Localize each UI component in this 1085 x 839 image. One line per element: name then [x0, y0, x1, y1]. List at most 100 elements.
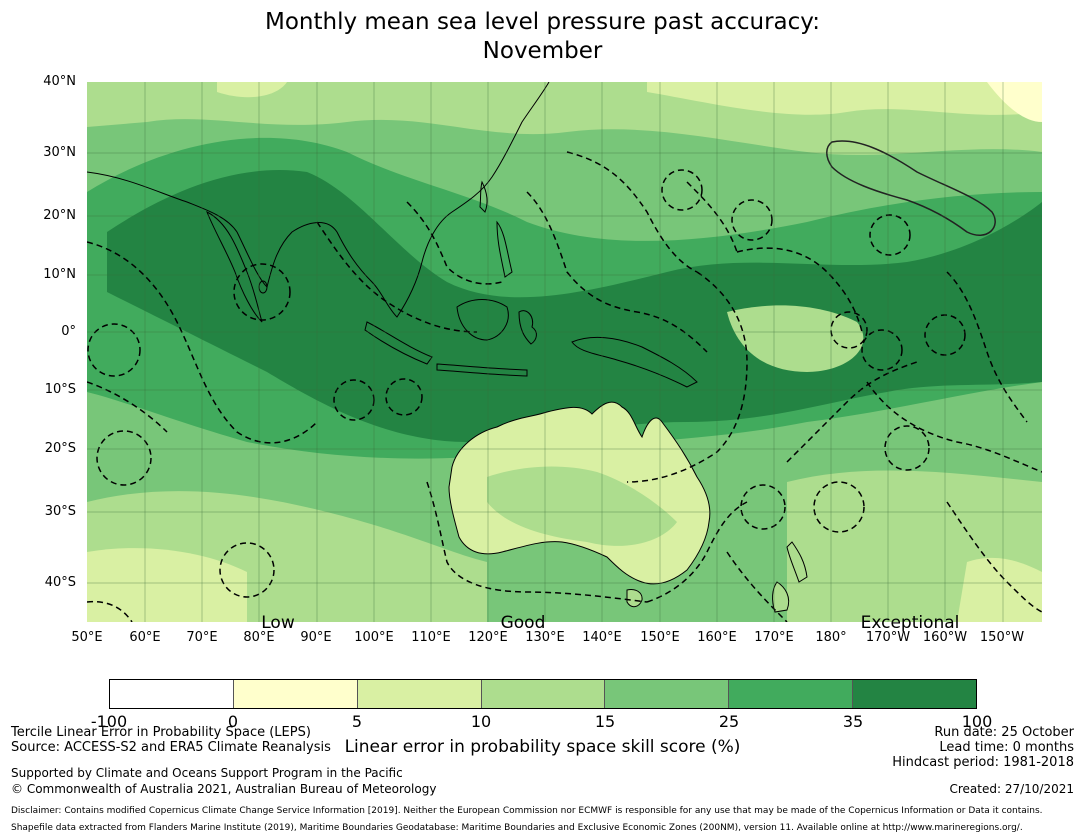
eez-line	[426, 481, 648, 603]
lon-label: 110°E	[411, 630, 451, 645]
sri-lanka	[258, 280, 268, 294]
taiwan	[479, 180, 488, 213]
skill-region-north-pale-2	[217, 82, 287, 98]
eez-circle	[96, 430, 152, 486]
lon-label: 150°W	[979, 630, 1025, 645]
lon-label: 170°E	[754, 630, 794, 645]
hawaii-eez-outline	[826, 140, 996, 236]
lon-label: 170°W	[865, 630, 911, 645]
lat-label-30s: 30°S	[44, 504, 76, 519]
eez-line	[686, 181, 738, 253]
skill-region-south-east-pale	[957, 557, 1042, 622]
eez-circle	[333, 379, 375, 421]
footer-disclaimer: Disclaimer: Contains modified Copernicus…	[11, 806, 1043, 816]
eez-circle	[385, 378, 423, 416]
colorbar-tick: 35	[842, 712, 864, 731]
eez-line	[526, 191, 708, 353]
lon-label: 150°E	[640, 630, 680, 645]
colorbar-tick: 10	[470, 712, 492, 731]
lat-label-30n: 30°N	[43, 145, 76, 160]
colorbar-tick: -100	[90, 712, 128, 731]
philippines	[496, 220, 513, 278]
eez-circle	[830, 311, 868, 349]
colorbar-tick: 100	[961, 712, 993, 731]
footer-hindcast: Hindcast period: 1981-2018	[892, 755, 1074, 770]
eez-line	[726, 551, 788, 622]
lon-label: 100°E	[354, 630, 394, 645]
asia-coastline	[87, 82, 550, 318]
lat-label-20n: 20°N	[43, 208, 76, 223]
lat-label-10n: 10°N	[43, 267, 76, 282]
skill-region-south-pale	[87, 548, 247, 622]
australia-interior	[487, 466, 677, 546]
eez-line	[626, 271, 748, 483]
category-exceptional: Exceptional	[860, 613, 960, 633]
new-guinea	[571, 337, 698, 388]
footer-copyright: © Commonwealth of Australia 2021, Austra…	[11, 782, 437, 796]
colorbar-tick: 25	[718, 712, 740, 731]
eez-circle	[661, 169, 703, 211]
eez-line	[316, 221, 478, 333]
lon-label: 180°	[815, 630, 847, 645]
eez-circle	[87, 323, 141, 377]
footer-shapefile: Shapefile data extracted from Flanders M…	[11, 823, 1023, 833]
colorbar-segment-4	[481, 680, 606, 708]
skill-map	[87, 82, 1042, 622]
lat-label-40s: 40°S	[44, 575, 76, 590]
lon-label: 120°E	[468, 630, 508, 645]
skill-region-north-cream	[987, 82, 1042, 122]
skill-region-pacific-light	[727, 305, 864, 372]
eez-line	[946, 501, 1042, 613]
colorbar-tick: 0	[227, 712, 239, 731]
eez-line	[786, 361, 918, 463]
lon-label: 70°E	[186, 630, 218, 645]
footer-support: Supported by Climate and Oceans Support …	[11, 766, 403, 780]
eez-circle	[740, 484, 786, 530]
lon-label: 60°E	[129, 630, 161, 645]
category-good: Good	[500, 613, 546, 633]
colorbar-tick: 5	[351, 712, 363, 731]
eez-line	[566, 151, 698, 273]
colorbar-segment-3	[357, 680, 482, 708]
eez-circle	[233, 263, 291, 321]
sulawesi	[518, 310, 537, 345]
colorbar-tick: 15	[594, 712, 616, 731]
java	[436, 363, 528, 377]
footer-run-date: Run date: 25 October	[934, 725, 1074, 740]
lon-label: 130°E	[525, 630, 565, 645]
colorbar-label: Linear error in probability space skill …	[344, 737, 741, 757]
lon-label: 80°E	[243, 630, 275, 645]
lon-label: 160°W	[922, 630, 968, 645]
footer-leps: Tercile Linear Error in Probability Spac…	[11, 725, 311, 740]
colorbar-segment-2	[233, 680, 358, 708]
eez-line	[866, 381, 1042, 473]
sumatra	[364, 321, 433, 365]
colorbar-segment-1	[110, 680, 234, 708]
lon-label: 50°E	[71, 630, 103, 645]
eez-line	[736, 247, 863, 333]
category-low: Low	[261, 613, 295, 633]
eez-circle	[219, 542, 275, 598]
eez-line	[87, 241, 318, 444]
eez-line	[946, 271, 1028, 423]
footer-lead-time: Lead time: 0 months	[939, 740, 1074, 755]
eez-circle	[813, 481, 865, 533]
eez-circle	[884, 425, 930, 471]
eez-line	[87, 600, 133, 622]
title-line-1: Monthly mean sea level pressure past acc…	[265, 9, 820, 35]
graticule	[87, 82, 1042, 622]
colorbar	[109, 679, 977, 709]
colorbar-segment-6	[729, 680, 854, 708]
new-zealand	[772, 541, 808, 613]
colorbar-segment-7	[853, 680, 977, 708]
colorbar-segment-5	[605, 680, 730, 708]
lat-label-40n: 40°N	[43, 74, 76, 89]
footer-created: Created: 27/10/2021	[949, 782, 1074, 796]
title-line-2: November	[482, 38, 603, 64]
lon-label: 90°E	[300, 630, 332, 645]
lat-label-20s: 20°S	[44, 441, 76, 456]
eez-boundaries	[87, 151, 1042, 622]
tasmania	[626, 589, 643, 608]
eez-circle	[869, 214, 911, 256]
eez-line	[646, 501, 748, 603]
